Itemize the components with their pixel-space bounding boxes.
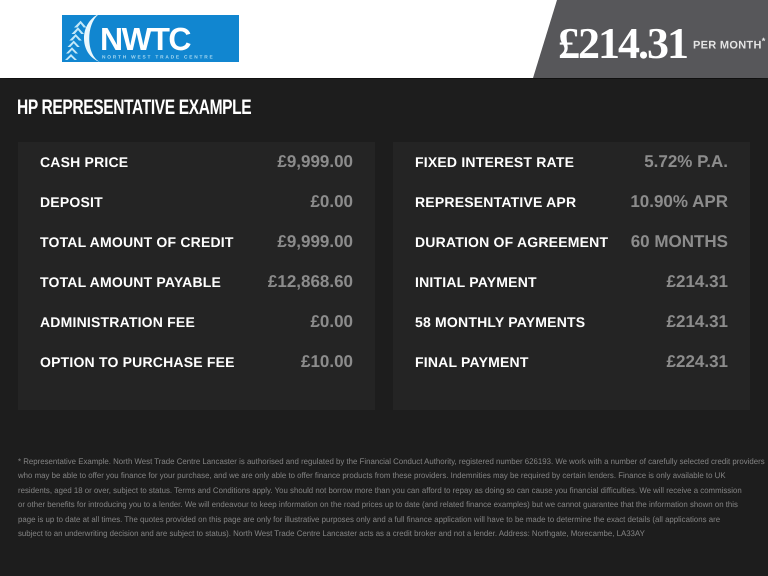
svg-text:NORTH WEST TRADE CENTRE: NORTH WEST TRADE CENTRE <box>102 55 215 61</box>
svg-text:NWTC: NWTC <box>100 21 191 57</box>
